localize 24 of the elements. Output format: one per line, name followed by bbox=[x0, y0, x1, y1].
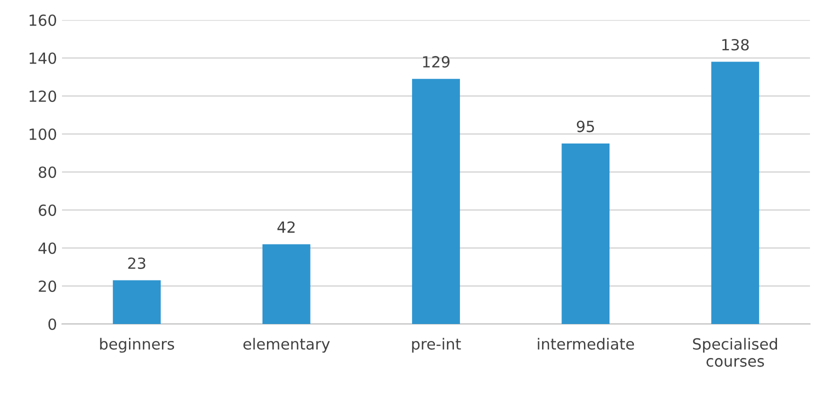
y-tick-label: 20 bbox=[38, 280, 56, 292]
y-tick-label: 120 bbox=[30, 90, 56, 102]
data-label: 138 bbox=[722, 38, 749, 51]
y-tick-label: 100 bbox=[30, 128, 56, 140]
y-tick-label: 80 bbox=[38, 166, 56, 178]
data-label: 95 bbox=[576, 120, 594, 132]
data-label: 23 bbox=[128, 257, 146, 270]
bar bbox=[711, 62, 760, 324]
y-tick-label: 160 bbox=[30, 14, 56, 26]
y-tick-label: 0 bbox=[48, 318, 56, 330]
y-tick-label: 40 bbox=[38, 242, 56, 254]
x-tick-label: elementary bbox=[243, 338, 330, 353]
bar bbox=[412, 78, 460, 324]
bar bbox=[562, 144, 610, 324]
bar bbox=[112, 280, 161, 324]
x-tick-label: intermediate bbox=[538, 338, 634, 350]
x-tick-label: pre-int bbox=[412, 338, 461, 353]
x-tick-label: Specialised courses bbox=[693, 338, 777, 367]
y-tick-label: 140 bbox=[30, 52, 56, 64]
y-tick-label: 60 bbox=[38, 204, 56, 216]
x-tick-label: beginners bbox=[100, 338, 174, 353]
data-label: 129 bbox=[423, 56, 450, 68]
bar bbox=[262, 244, 310, 324]
data-label: 42 bbox=[277, 221, 295, 233]
